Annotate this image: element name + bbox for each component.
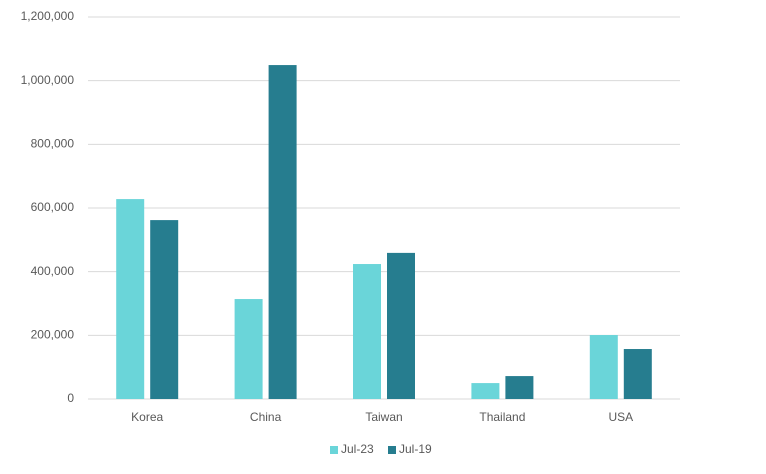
- bar: [623, 349, 652, 399]
- bar: [116, 199, 145, 399]
- bar: [268, 65, 297, 400]
- bar: [234, 299, 263, 399]
- y-tick-label: 400,000: [31, 264, 75, 278]
- bar: [150, 220, 179, 399]
- x-tick-label: USA: [608, 410, 633, 424]
- legend-label: Jul-23: [341, 442, 374, 456]
- legend-swatch: [330, 446, 338, 454]
- x-tick-label: Taiwan: [365, 410, 402, 424]
- legend-label: Jul-19: [399, 442, 432, 456]
- bar: [471, 383, 500, 399]
- x-tick-label: Korea: [131, 410, 163, 424]
- bar: [505, 376, 534, 399]
- y-tick-label: 0: [67, 391, 74, 405]
- x-tick-label: Thailand: [479, 410, 525, 424]
- bar: [589, 335, 618, 399]
- y-tick-label: 800,000: [31, 137, 75, 151]
- y-tick-label: 1,200,000: [21, 9, 75, 23]
- bar: [387, 252, 415, 399]
- y-tick-label: 1,000,000: [21, 73, 75, 87]
- y-tick-label: 600,000: [31, 200, 75, 214]
- bar: [353, 264, 381, 399]
- y-tick-label: 200,000: [31, 328, 75, 342]
- x-tick-label: China: [250, 410, 282, 424]
- legend-swatch: [388, 446, 396, 454]
